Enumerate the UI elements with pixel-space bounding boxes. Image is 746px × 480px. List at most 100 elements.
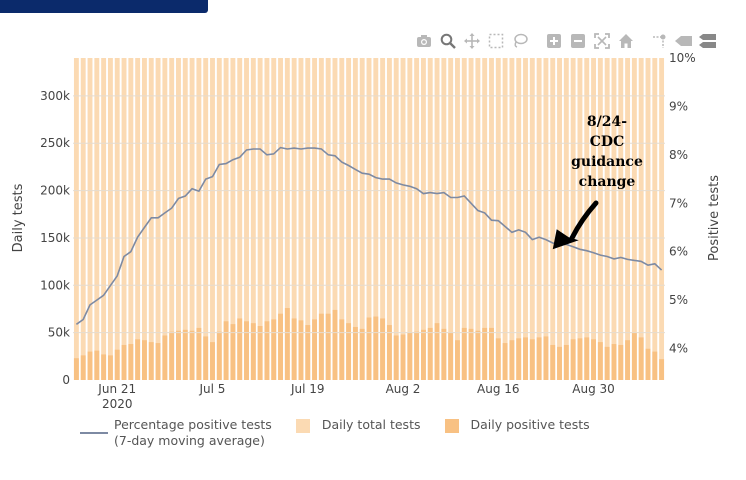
positive-tests-bar: [557, 346, 562, 380]
positive-tests-bar: [271, 319, 277, 380]
legend-item-positive[interactable]: Daily positive tests: [441, 417, 590, 433]
total-tests-bar: [604, 58, 610, 380]
positive-tests-bar: [638, 337, 644, 380]
positive-tests-bar: [645, 348, 651, 380]
annotation-line-4: change: [579, 174, 636, 190]
total-tests-bar: [332, 58, 338, 380]
total-tests-bar: [618, 58, 624, 380]
total-tests-bar: [557, 58, 562, 380]
legend-label-total: Daily total tests: [321, 417, 421, 432]
total-tests-bar: [441, 58, 447, 380]
total-tests-bar: [652, 58, 658, 380]
total-tests-bar: [176, 58, 181, 380]
y-left-axis-title: Daily tests: [11, 183, 26, 252]
y-left-tick-label: 0: [62, 373, 70, 387]
legend-item-percentage[interactable]: Percentage positive tests (7-day moving …: [80, 417, 272, 449]
total-tests-bar: [659, 58, 665, 380]
box-select-icon[interactable]: [486, 31, 506, 51]
positive-tests-bar: [495, 338, 501, 380]
positive-tests-bar: [631, 332, 637, 380]
total-tests-bar: [162, 58, 168, 380]
legend-item-total[interactable]: Daily total tests: [292, 417, 421, 433]
positive-tests-bar: [203, 336, 209, 380]
positive-tests-bar: [550, 344, 556, 380]
lasso-icon[interactable]: [510, 31, 530, 51]
positive-tests-bar: [312, 319, 318, 380]
positive-tests-bar: [121, 344, 127, 380]
total-tests-bar: [257, 58, 263, 380]
total-tests-bar: [631, 58, 637, 380]
positive-tests-bar: [420, 329, 426, 380]
total-tests-bar: [94, 58, 100, 380]
autoscale-icon[interactable]: [592, 31, 612, 51]
total-tests-bar: [523, 58, 528, 380]
annotation-arrow: [569, 200, 599, 241]
positive-tests-bar: [216, 331, 222, 380]
positive-tests-bar: [591, 339, 597, 380]
positive-tests-bar: [325, 313, 331, 380]
total-tests-bar: [87, 58, 93, 380]
pan-icon[interactable]: [462, 31, 482, 51]
legend-positive-swatch: [444, 419, 459, 433]
positive-tests-bar: [189, 330, 195, 380]
y-left-tick-label: 300k: [40, 89, 70, 103]
total-tests-bar: [223, 58, 229, 380]
zoom-out-icon[interactable]: [568, 31, 588, 51]
positive-tests-bar: [489, 327, 494, 380]
total-tests-bar: [380, 58, 386, 380]
positive-tests-bar: [114, 349, 120, 380]
positive-tests-bar: [135, 339, 141, 380]
positive-tests-bar: [162, 335, 168, 380]
total-tests-bar: [278, 58, 283, 380]
positive-tests-bar: [291, 318, 297, 380]
total-tests-bar: [495, 58, 501, 380]
zoom-icon[interactable]: [438, 31, 458, 51]
positive-tests-bar: [128, 344, 134, 380]
y-left-tick-label: 100k: [40, 278, 70, 292]
positive-tests-bar: [597, 342, 603, 380]
positive-tests-bar: [611, 344, 617, 380]
positive-tests-bar: [366, 317, 372, 380]
camera-icon[interactable]: [414, 31, 434, 51]
total-tests-bar: [284, 58, 290, 380]
positive-tests-bar: [237, 318, 243, 380]
positive-tests-bar: [223, 321, 229, 380]
total-tests-bar: [305, 58, 311, 380]
positive-tests-bar: [141, 340, 147, 380]
total-tests-bar: [455, 58, 460, 380]
y-right-tick-label: 8%: [669, 148, 688, 162]
total-tests-bar: [325, 58, 331, 380]
hover-compare-icon[interactable]: [698, 31, 718, 51]
total-tests-bar: [597, 58, 603, 380]
positive-tests-bar: [101, 354, 107, 380]
zoom-in-icon[interactable]: [544, 31, 564, 51]
positive-tests-bar: [414, 331, 420, 380]
chart-modebar: [414, 30, 722, 52]
daily-positive-tests-bars: [73, 308, 665, 380]
positive-tests-bar: [393, 335, 399, 380]
x-tick-label: Aug 16: [477, 382, 520, 396]
total-tests-bar: [482, 58, 488, 380]
home-icon[interactable]: [616, 31, 636, 51]
hover-closest-icon[interactable]: [674, 31, 694, 51]
total-tests-bar: [244, 58, 249, 380]
spike-lines-icon[interactable]: [650, 31, 670, 51]
positive-tests-bar: [625, 340, 631, 380]
total-tests-bar: [189, 58, 195, 380]
positive-tests-bar: [659, 359, 665, 380]
x-tick-label: Jul 5: [199, 382, 226, 396]
positive-tests-bar: [516, 338, 522, 380]
total-tests-bar: [393, 58, 399, 380]
y-right-tick-label: 5%: [669, 293, 688, 307]
positive-tests-bar: [407, 332, 413, 380]
total-tests-bar: [400, 58, 406, 380]
total-tests-bar: [509, 58, 515, 380]
total-tests-bar: [237, 58, 243, 380]
positive-tests-bar: [87, 351, 93, 380]
positive-tests-bar: [618, 344, 624, 380]
gridlines: [73, 95, 665, 334]
total-tests-bar: [101, 58, 107, 380]
positive-tests-bar: [584, 337, 590, 380]
positive-tests-bar: [257, 326, 263, 380]
